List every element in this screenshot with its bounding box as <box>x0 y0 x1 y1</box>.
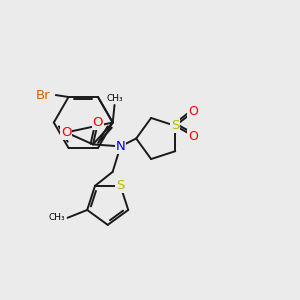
Text: O: O <box>93 116 103 129</box>
Text: Br: Br <box>36 88 50 102</box>
Text: CH₃: CH₃ <box>106 94 123 103</box>
Text: S: S <box>116 179 124 192</box>
Text: CH₃: CH₃ <box>49 213 66 222</box>
Text: S: S <box>171 119 179 132</box>
Text: O: O <box>188 105 198 118</box>
Text: O: O <box>188 130 198 143</box>
Text: O: O <box>61 126 71 139</box>
Text: N: N <box>116 140 125 153</box>
